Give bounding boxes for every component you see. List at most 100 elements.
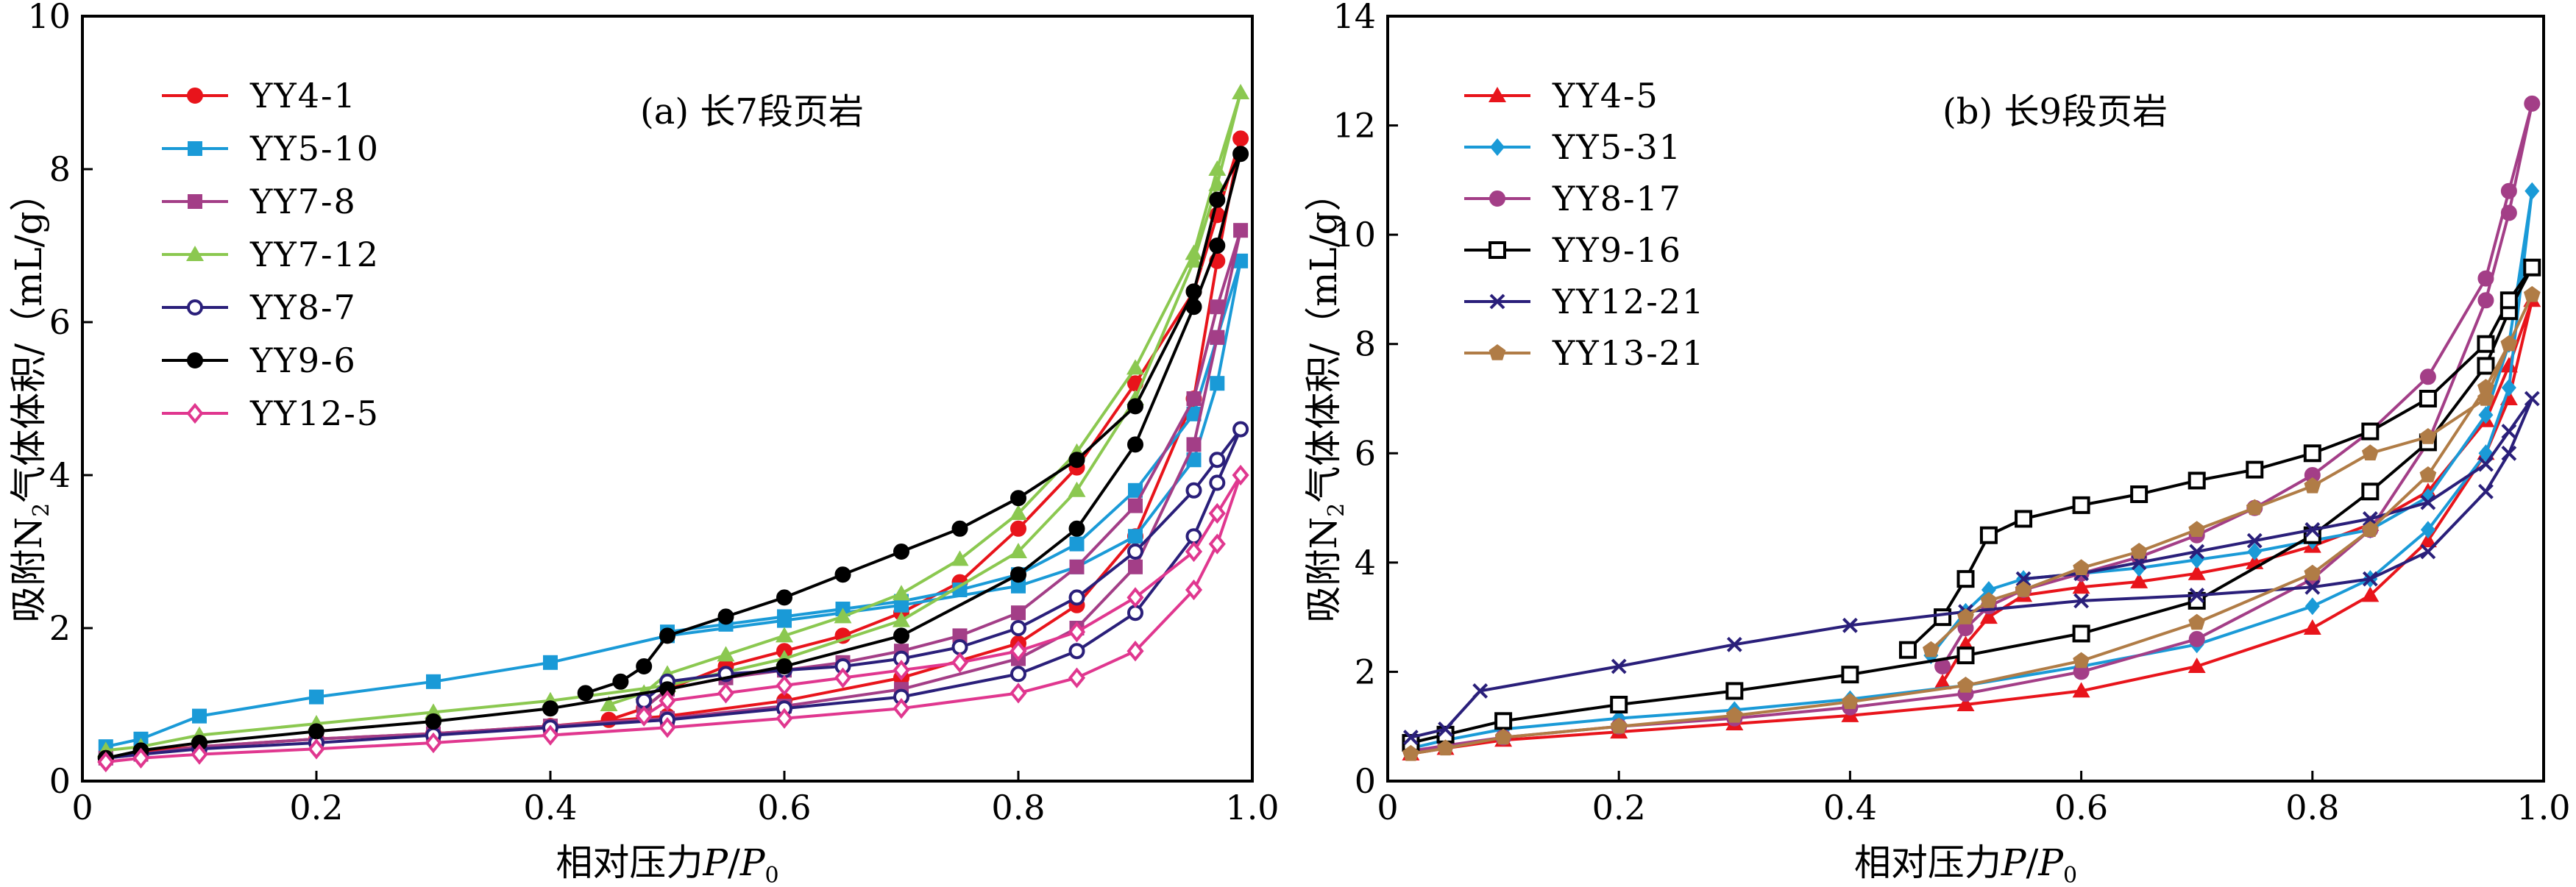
- data-point: [1127, 605, 1143, 621]
- data-point: [776, 589, 792, 606]
- data-point: [1494, 712, 1513, 730]
- series-line-YY13-21: [1411, 293, 2534, 755]
- series-line-YY4-1: [105, 137, 1243, 760]
- y-axis-label-a: 吸附N2气体体积/（mL/g）: [7, 174, 54, 622]
- data-point: [1127, 436, 1143, 453]
- plot-frame-a: [81, 15, 1254, 783]
- data-point: [1611, 658, 1627, 674]
- x-tick-label: 0.4: [1823, 788, 1877, 827]
- data-point: [1010, 566, 1026, 583]
- y-axis-label-b-text: 吸附N: [1302, 517, 1345, 623]
- data-point: [2419, 466, 2437, 482]
- series-line-YY5-10: [105, 259, 1243, 749]
- data-point: [2500, 182, 2517, 199]
- data-point: [577, 685, 594, 702]
- data-point: [1842, 693, 1859, 709]
- axis-ticks-a: 0 0.2 0.4 0.6 0.8 1.0 0 2 4 6 8 10: [27, 0, 1279, 827]
- data-point: [2477, 390, 2494, 406]
- data-point: [1898, 641, 1917, 659]
- x-tick-label: 0.8: [991, 788, 1045, 827]
- legend-marker: [1489, 344, 1506, 360]
- legend-entry-YY7-12: YY7-12: [162, 235, 380, 274]
- data-point: [1494, 728, 1512, 745]
- x-axis-label-b-sub: 0: [2063, 863, 2077, 887]
- data-point: [1472, 683, 1489, 699]
- x-axis-label-a: 相对压力P/P0: [556, 841, 778, 887]
- data-point: [1010, 490, 1026, 507]
- chart-panel-a: 0 0.2 0.4 0.6 0.8 1.0 0 2 4 6 8 10 YY4-1 YY5-10 YY7-8…: [7, 0, 1280, 887]
- series-YY9-16: [1402, 258, 2541, 752]
- y-axis-label-b-rest: 气体体积/（mL/g）: [1302, 174, 1345, 502]
- data-point: [1403, 730, 1419, 745]
- data-point: [2523, 258, 2541, 277]
- legend-label: YY5-10: [249, 129, 380, 168]
- data-point: [717, 608, 734, 625]
- data-point: [542, 700, 558, 717]
- legend-label: YY4-5: [1552, 76, 1659, 115]
- data-point: [1725, 682, 1744, 700]
- plot-frame-b: [1386, 15, 2545, 783]
- legend-label: YY8-7: [249, 288, 357, 327]
- data-point: [636, 658, 653, 674]
- data-point: [542, 724, 559, 746]
- data-point: [1126, 587, 1144, 608]
- axis-ticks-b: 0 0.2 0.4 0.6 0.8 1.0 0 2 4 6 8 10 12 14: [1333, 0, 2570, 827]
- legend-label: YY7-8: [249, 182, 357, 221]
- x-tick-label: 0: [71, 788, 93, 827]
- legend-a: YY4-1 YY5-10 YY7-8 YY7-12 YY8-7 YY9-6 YY12-5: [162, 76, 380, 433]
- data-point: [2304, 477, 2321, 494]
- data-point: [2304, 564, 2321, 581]
- data-point: [2362, 571, 2378, 587]
- x-axis-label-a-p0: P: [739, 841, 766, 884]
- data-point: [1402, 744, 1419, 761]
- series-YY13-21: [1402, 285, 2541, 761]
- data-point: [2073, 652, 2090, 669]
- data-point: [1208, 502, 1226, 524]
- legend-label: YY12-21: [1552, 282, 1705, 321]
- data-point: [2501, 424, 2517, 439]
- data-point: [2478, 483, 2494, 499]
- data-point: [308, 723, 324, 740]
- data-point: [425, 732, 442, 754]
- data-point: [2477, 292, 2494, 309]
- data-point: [1232, 421, 1249, 438]
- data-point: [1069, 536, 1085, 552]
- legend-label: YY12-5: [249, 393, 380, 433]
- data-point: [1011, 605, 1026, 621]
- x-tick-label: 0.4: [523, 788, 577, 827]
- data-point: [1068, 621, 1086, 643]
- data-point: [1068, 452, 1085, 469]
- data-point: [2130, 485, 2149, 503]
- legend-marker: [1489, 190, 1505, 207]
- data-point: [1186, 452, 1202, 468]
- data-point: [2015, 581, 2032, 597]
- data-point: [2501, 445, 2517, 461]
- data-point: [2419, 390, 2437, 407]
- data-point: [1185, 244, 1203, 260]
- y-tick-label: 4: [1355, 543, 1376, 583]
- data-point: [1127, 544, 1143, 560]
- data-point: [1128, 529, 1143, 544]
- legend-b: YY4-5 YY5-31 YY8-17 YY9-16 YY12-21 YY13-21: [1464, 76, 1705, 373]
- y-tick-label: 8: [1355, 324, 1376, 364]
- data-point: [2420, 494, 2436, 510]
- data-point: [1185, 528, 1202, 545]
- x-tick-label: 0.6: [757, 788, 811, 827]
- data-point: [2189, 544, 2205, 560]
- y-tick-label: 12: [1333, 106, 1376, 146]
- data-point: [1208, 160, 1227, 176]
- data-point: [834, 566, 851, 583]
- data-point: [2499, 291, 2518, 310]
- data-point: [1210, 299, 1225, 315]
- data-point: [951, 520, 968, 537]
- x-axis-label-b-p0: P: [2037, 841, 2064, 884]
- x-tick-label: 0.6: [2054, 788, 2108, 827]
- series-line-YY5-31: [1410, 189, 2534, 750]
- data-point: [1185, 482, 1202, 499]
- legend-label: YY13-21: [1552, 333, 1705, 373]
- data-point: [1010, 505, 1027, 520]
- data-point: [1934, 674, 1952, 690]
- legend-label: YY7-12: [249, 235, 380, 274]
- data-point: [1438, 722, 1453, 737]
